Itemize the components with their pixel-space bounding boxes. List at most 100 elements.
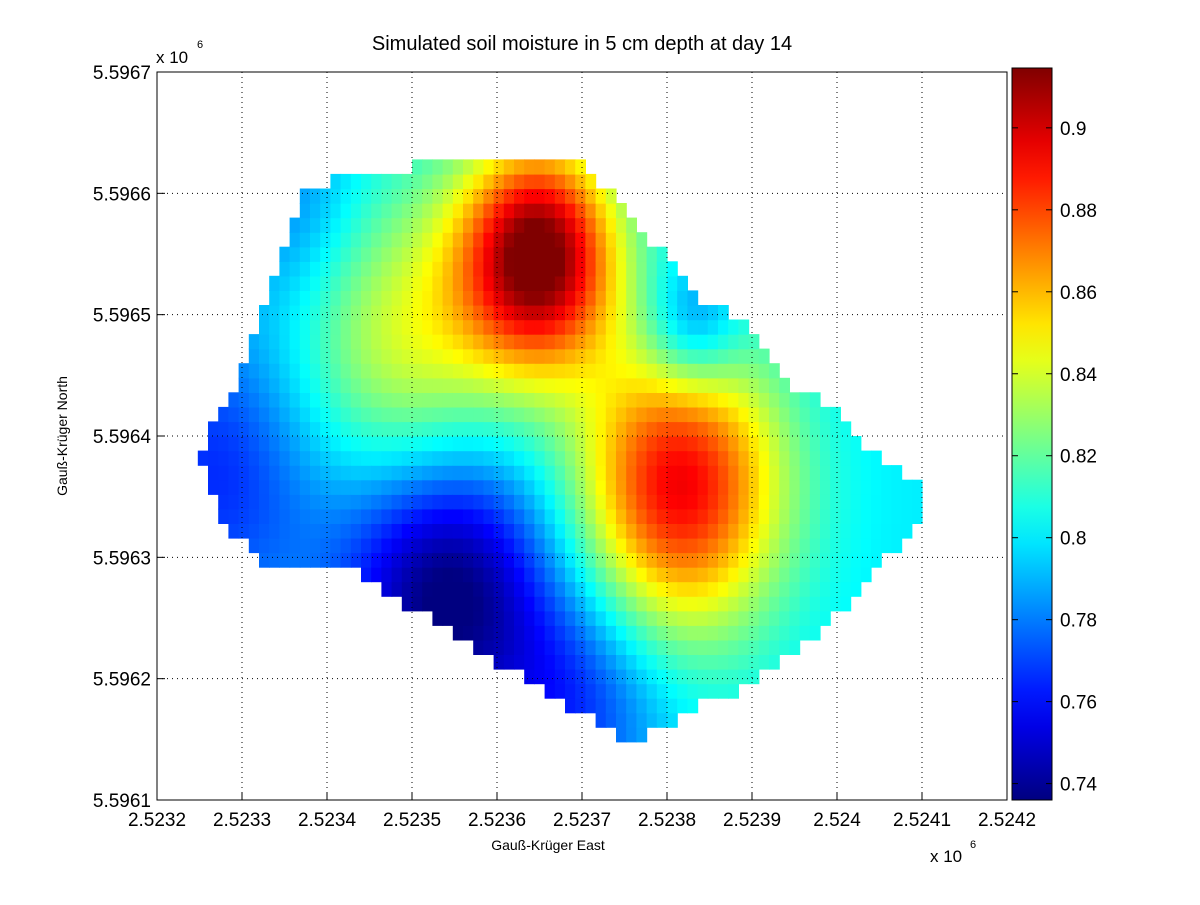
heatmap-cell — [361, 232, 372, 248]
heatmap-cell — [554, 581, 566, 597]
heatmap-cell — [554, 203, 566, 219]
heatmap-cell — [575, 450, 586, 466]
heatmap-cell — [442, 217, 454, 233]
heatmap-cell — [473, 596, 484, 612]
heatmap-cell — [738, 421, 750, 437]
heatmap-cell — [299, 377, 311, 393]
heatmap-cell — [289, 406, 301, 423]
heatmap-cell — [646, 319, 658, 335]
heatmap-cell — [656, 683, 668, 699]
heatmap-cell — [534, 319, 546, 335]
heatmap-cell — [259, 465, 270, 481]
heatmap-cell — [412, 479, 423, 495]
heatmap-cell — [585, 450, 597, 466]
heatmap-cell — [514, 246, 525, 262]
heatmap-cell — [626, 348, 637, 364]
heatmap-cell — [473, 610, 484, 626]
heatmap-cell — [565, 173, 576, 190]
heatmap-cell — [412, 173, 423, 190]
heatmap-cell — [585, 217, 597, 233]
heatmap-cell — [595, 596, 607, 612]
heatmap-cell — [299, 348, 311, 364]
heatmap-cell — [320, 494, 331, 510]
heatmap-cell — [554, 261, 566, 277]
heatmap-cell — [728, 552, 739, 568]
heatmap-cell — [320, 523, 331, 539]
heatmap-cell — [769, 625, 780, 641]
heatmap-cell — [524, 406, 535, 423]
heatmap-cell — [636, 290, 648, 306]
heatmap-cell — [748, 639, 760, 655]
heatmap-cell — [646, 683, 658, 699]
heatmap-cell — [208, 421, 219, 437]
heatmap-cell — [656, 639, 668, 655]
heatmap-cell — [605, 421, 617, 437]
heatmap-cell — [503, 581, 515, 597]
heatmap-cell — [565, 406, 576, 423]
heatmap-cell — [646, 261, 658, 277]
heatmap-cell — [412, 465, 423, 481]
heatmap-cell — [452, 275, 464, 291]
heatmap-cell — [840, 596, 852, 612]
heatmap-cell — [432, 246, 444, 262]
heatmap-cell — [452, 392, 464, 408]
heatmap-cell — [605, 523, 617, 539]
heatmap-cell — [748, 610, 760, 626]
heatmap-cell — [758, 639, 770, 655]
heatmap-cell — [585, 552, 597, 568]
heatmap-cell — [728, 537, 739, 554]
heatmap-cell — [401, 363, 413, 379]
heatmap-cell — [534, 348, 546, 364]
heatmap-cell — [391, 203, 403, 219]
heatmap-cell — [473, 334, 484, 350]
heatmap-cell — [779, 567, 790, 583]
heatmap-cell — [595, 363, 607, 379]
heatmap-cell — [320, 406, 331, 423]
heatmap-cell — [310, 377, 321, 393]
heatmap-cell — [452, 625, 464, 641]
heatmap-cell — [575, 290, 586, 306]
heatmap-cell — [248, 363, 260, 379]
heatmap-cell — [646, 537, 658, 554]
heatmap-cell — [228, 523, 240, 539]
heatmap-cell — [503, 639, 515, 655]
heatmap-cell — [412, 319, 423, 335]
heatmap-cell — [799, 421, 811, 437]
heatmap-cell — [371, 305, 382, 321]
heatmap-cell — [636, 334, 648, 350]
heatmap-cell — [697, 596, 709, 612]
heatmap-cell — [381, 567, 393, 583]
heatmap-cell — [585, 683, 597, 699]
heatmap-cell — [463, 523, 474, 539]
heatmap-cell — [350, 436, 362, 452]
heatmap-cell — [799, 436, 811, 452]
heatmap-cell — [524, 188, 535, 204]
heatmap-cell — [616, 392, 627, 408]
heatmap-cell — [575, 654, 586, 670]
heatmap-cell — [514, 567, 525, 583]
heatmap-cell — [616, 537, 627, 554]
heatmap-cell — [361, 552, 372, 568]
heatmap-cell — [871, 465, 882, 481]
heatmap-cell — [381, 377, 393, 393]
heatmap-cell — [585, 654, 597, 670]
heatmap-cell — [565, 523, 576, 539]
heatmap-cell — [361, 334, 372, 350]
heatmap-cell — [758, 494, 770, 510]
heatmap-cell — [391, 494, 403, 510]
heatmap-cell — [534, 203, 546, 219]
heatmap-cell — [656, 508, 668, 524]
heatmap-cell — [565, 159, 576, 175]
heatmap-cell — [738, 625, 750, 641]
heatmap-cell — [779, 523, 790, 539]
heatmap-cell — [799, 610, 811, 626]
heatmap-cell — [340, 275, 352, 291]
heatmap-cell — [401, 596, 413, 612]
heatmap-cell — [463, 305, 474, 321]
heatmap-cell — [248, 494, 260, 510]
heatmap-cell — [238, 421, 250, 437]
heatmap-cell — [381, 436, 393, 452]
heatmap-cell — [677, 465, 688, 481]
heatmap-cell — [758, 508, 770, 524]
